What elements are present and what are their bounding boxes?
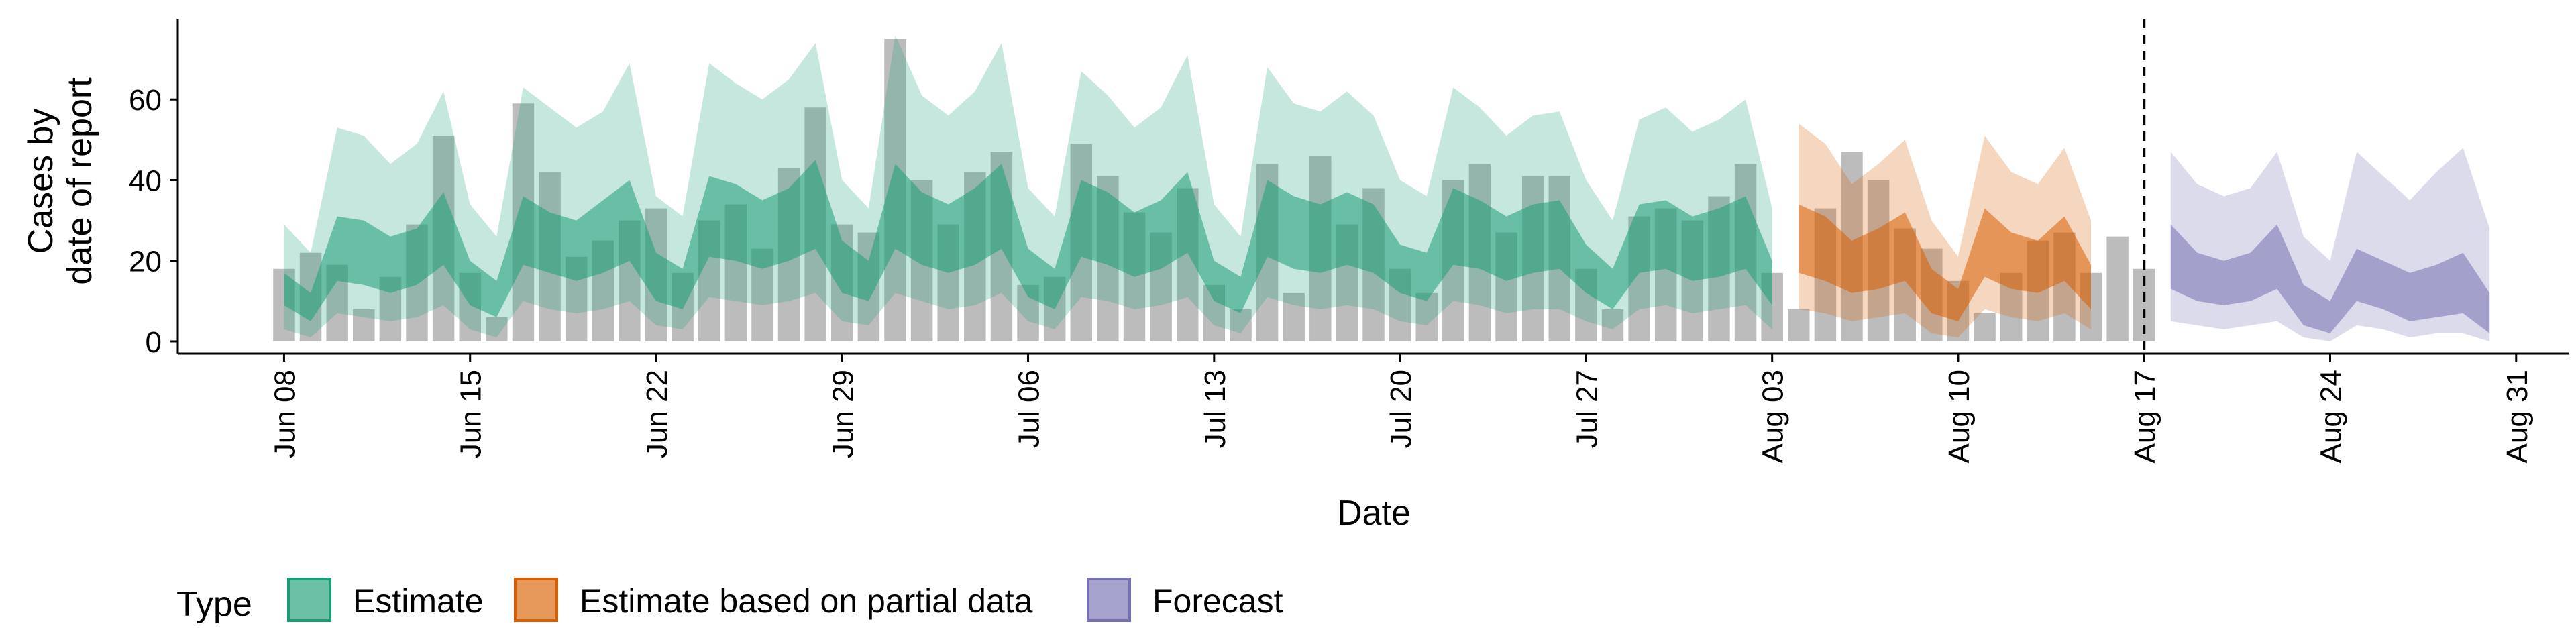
estimate-band-50 bbox=[284, 160, 1772, 321]
reported-cases-bar bbox=[2106, 236, 2129, 341]
legend-label: Forecast bbox=[1152, 582, 1283, 620]
reported-cases-bar bbox=[1788, 309, 1810, 341]
x-ticks: Jun 08 Jun 15 Jun 22 Jun 29 Jul 06 Jul 13 Jul … bbox=[268, 354, 2534, 463]
y-tick-label: 60 bbox=[129, 84, 162, 117]
forecast-band-50 bbox=[2170, 224, 2490, 333]
x-tick-label: Jul 20 bbox=[1385, 370, 1417, 448]
y-axis-title-line-1: Cases by bbox=[21, 109, 60, 254]
x-tick-label: Aug 24 bbox=[2315, 370, 2348, 463]
x-tick-label: Jul 13 bbox=[1199, 370, 1232, 448]
legend-label: Estimate bbox=[353, 582, 484, 620]
legend-title: Type bbox=[176, 585, 252, 624]
y-axis-title-line-2: date of report bbox=[60, 77, 99, 285]
x-tick-label: Jul 06 bbox=[1013, 370, 1046, 448]
reported-cases-bar bbox=[1601, 309, 1624, 341]
reported-cases-bar bbox=[486, 317, 508, 341]
band-layer bbox=[284, 35, 2490, 341]
reported-cases-bar bbox=[1230, 309, 1252, 341]
legend-label: Estimate based on partial data bbox=[580, 582, 1033, 620]
x-tick-label: Jul 27 bbox=[1570, 370, 1603, 448]
y-tick-label: 0 bbox=[146, 326, 162, 359]
y-ticks: 0 20 40 60 bbox=[129, 84, 178, 359]
x-tick-label: Jun 29 bbox=[826, 370, 859, 458]
x-tick-label: Jun 15 bbox=[455, 370, 488, 458]
reported-cases-bar bbox=[1415, 292, 1438, 341]
x-tick-label: Jun 22 bbox=[641, 370, 674, 458]
x-axis-title: Date bbox=[1337, 494, 1411, 533]
y-tick-label: 40 bbox=[129, 164, 162, 197]
x-tick-label: Jun 08 bbox=[268, 370, 301, 458]
reported-cases-bar bbox=[1283, 292, 1305, 341]
reported-cases-bar bbox=[353, 309, 375, 341]
legend-swatch bbox=[514, 578, 558, 622]
y-axis-title: Cases by date of report bbox=[21, 77, 99, 285]
axes bbox=[176, 19, 2569, 355]
legend-swatch bbox=[1087, 578, 1131, 622]
reported-cases-bar bbox=[1974, 313, 1996, 341]
x-tick-label: Aug 17 bbox=[2129, 370, 2161, 463]
estimate-based-on-partial-data-band-50 bbox=[1799, 204, 2091, 321]
x-tick-label: Aug 03 bbox=[1757, 370, 1790, 463]
y-tick-label: 20 bbox=[129, 246, 162, 278]
x-tick-label: Aug 31 bbox=[2501, 370, 2534, 463]
legend-swatch bbox=[287, 578, 331, 622]
legend: Type Estimate Estimate based on partial d… bbox=[176, 578, 1283, 624]
x-tick-label: Aug 10 bbox=[1943, 370, 1976, 463]
